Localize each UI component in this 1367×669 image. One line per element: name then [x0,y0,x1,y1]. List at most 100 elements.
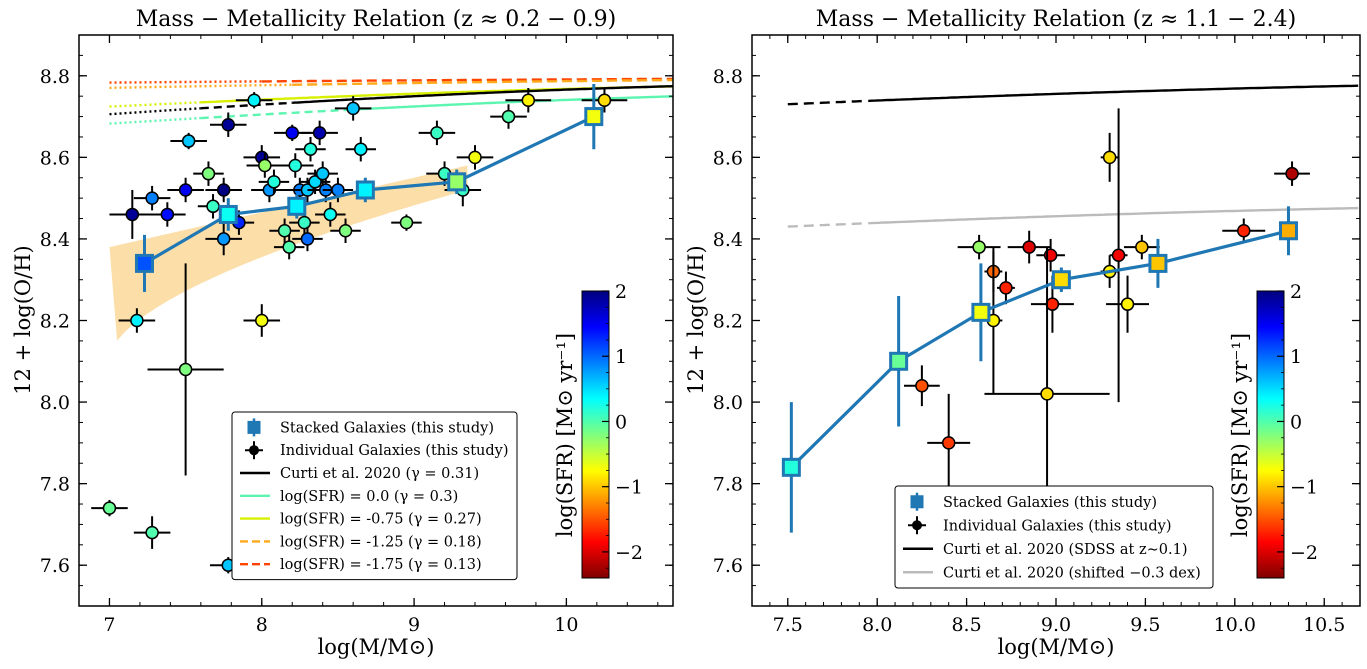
right-x-tick-label: 10.5 [1303,614,1345,636]
right-legend-entry: Curti et al. 2020 (shifted −0.3 dex) [903,565,1201,581]
individual-galaxy-point [205,177,242,203]
left-x-tick-label: 8 [256,614,268,636]
stacked-marker [1148,253,1168,273]
individual-galaxy-point [91,499,128,517]
stacked-galaxy-point [1148,238,1168,288]
individual-galaxy-point [1007,230,1051,264]
left-chart-title: Mass − Metallicity Relation (z ≈ 0.2 − 0… [136,7,616,32]
galaxy-marker [181,134,196,148]
right-colorbar: log(SFR) [M⊙ yr⁻¹] −2 −1 0 1 2 [1228,281,1318,579]
individual-galaxy-point [345,136,376,162]
galaxy-marker [258,158,272,173]
sfr-175-curve [261,77,673,83]
individual-galaxy-point [205,222,242,256]
stacked-marker [355,180,375,200]
curti-curve [868,84,1359,103]
left-colorbar-tick-label: 0 [615,411,627,433]
individual-galaxy-point [1222,218,1266,244]
galaxy-marker [216,183,231,197]
left-y-axis-label: 12 + log(O/H) [11,245,35,394]
galaxy-marker [221,117,236,132]
galaxy-marker [285,126,299,140]
individual-galaxy-point [418,120,456,146]
left-colorbar-tick-label: 2 [615,281,627,303]
stacked-marker [889,351,909,371]
galaxy-marker [915,379,929,393]
stacked-galaxy-point [971,263,991,362]
galaxy-marker [160,207,175,222]
stacked-trend-line [790,229,1289,469]
left-colorbar-tick-label: 1 [615,346,627,368]
galaxy-marker [277,224,292,238]
left-legend-entry: log(SFR) = -1.75 (γ = 0.13) [240,557,482,573]
left-x-axis-label: log(M/M⊙) [318,635,435,659]
right-y-tick-label: 8.0 [713,392,743,414]
sfr-125-curve [109,83,293,90]
stacked-galaxy-point [584,83,604,150]
left-colorbar-label: log(SFR) [M⊙ yr⁻¹] [553,333,577,537]
stacked-galaxy-point [889,296,909,427]
individual-galaxy-point [1109,108,1128,403]
legend-label: Individual Galaxies (this study) [280,443,509,459]
left-y-tick-label: 7.8 [40,474,70,496]
right-panel: Mass − Metallicity Relation (z ≈ 1.1 − 2… [684,7,1361,659]
individual-galaxy-point [301,120,338,146]
individual-galaxy-point [243,304,281,337]
legend-label: Curti et al. 2020 (SDSS at z∼0.1) [943,542,1188,558]
galaxy-marker [468,150,482,165]
right-colorbar-tick-label: 0 [1290,411,1302,433]
right-legend: Stacked Galaxies (this study) Individual … [894,485,1214,589]
right-y-tick-label: 8.6 [713,147,743,169]
galaxy-marker [125,207,140,222]
individual-galaxy-point [167,177,204,203]
galaxy-marker [312,126,327,140]
stacked-galaxy-point [287,194,307,219]
individual-galaxy-point [269,218,300,244]
galaxy-marker [282,240,296,254]
sfr-125-curve [292,78,673,86]
individual-galaxy-point [307,161,338,186]
galaxy-marker [999,281,1013,295]
individual-galaxy-point [118,308,156,333]
left-panel: Mass − Metallicity Relation (z ≈ 0.2 − 0… [11,7,674,659]
curti-curve [109,107,201,116]
sfr-175-curve [109,80,262,84]
stacked-marker [218,204,238,224]
left-y-tick-label: 8.6 [40,147,70,169]
individual-galaxy-point [334,96,372,121]
legend-label: Stacked Galaxies (this study) [280,420,494,436]
galaxy-marker [1237,224,1251,238]
individual-galaxy-point [133,185,171,211]
right-x-tick-label: 9.5 [1130,614,1160,636]
right-y-tick-label: 8.2 [713,311,743,333]
right-y-tick-label: 7.6 [713,555,743,577]
left-legend-entry: log(SFR) = -1.25 (γ = 0.18) [240,534,482,550]
individual-galaxy-point [505,88,552,113]
left-colorbar-tick-label: −2 [615,542,643,564]
galaxy-marker [216,232,231,246]
individual-galaxy-point [273,234,305,260]
galaxy-marker [338,224,353,238]
galaxy-marker [1045,297,1060,311]
legend-label: log(SFR) = -1.75 (γ = 0.13) [280,557,482,573]
galaxy-marker [303,142,318,156]
legend-stack-marker [910,495,924,509]
legend-label: log(SFR) = -1.25 (γ = 0.18) [280,534,482,550]
left-x-tick-label: 9 [408,614,420,636]
right-colorbar-label: log(SFR) [M⊙ yr⁻¹] [1228,333,1252,537]
galaxy-marker [1120,297,1135,311]
individual-galaxy-point [1030,275,1074,333]
galaxy-marker [178,362,193,377]
galaxy-marker [501,109,516,124]
individual-galaxy-point [1036,238,1065,272]
galaxy-marker [145,191,159,205]
individual-galaxy-point [984,247,1003,394]
curti-shifted-curve [868,206,1359,225]
legend-label: Curti et al. 2020 (shifted −0.3 dex) [943,565,1201,581]
left-y-tick-label: 7.6 [40,555,70,577]
individual-galaxy-point [246,153,284,178]
left-legend-entry: Individual Galaxies (this study) [245,441,509,460]
stacked-galaxy-point [447,169,467,195]
individual-galaxy-point [927,393,971,492]
galaxy-marker [255,313,269,328]
